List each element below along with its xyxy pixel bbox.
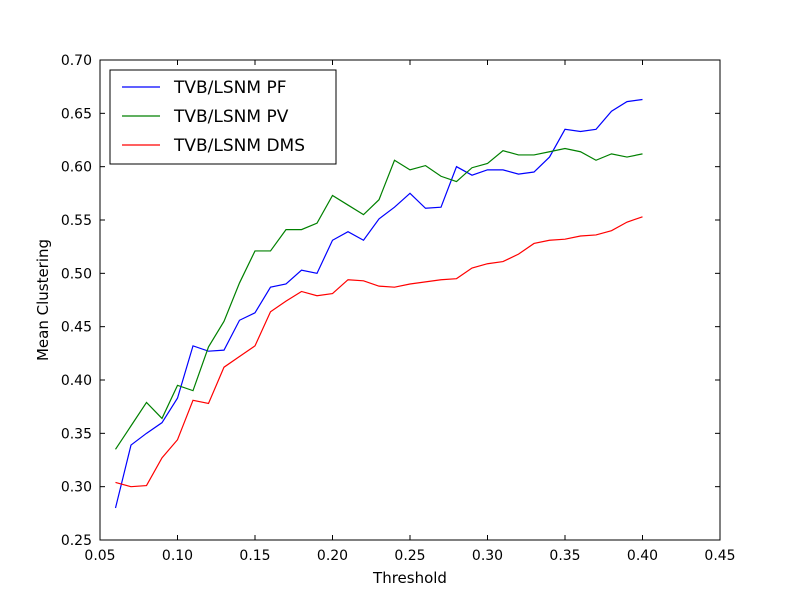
series-layer: [114, 98, 643, 509]
tick-label-layer: 0.05 0.10 0.15 0.20 0.25 0.30 0.35 0.40 0.45 0.25…: [61, 53, 736, 564]
y-tick-label: 0.45: [61, 320, 92, 336]
y-tick-label: 0.60: [61, 160, 92, 176]
y-tick-label: 0.30: [61, 480, 92, 496]
y-axis-title: Mean Clustering: [34, 239, 52, 361]
x-tick-label: 0.05: [84, 548, 115, 564]
legend-label-pv: TVB/LSNM PV: [173, 107, 289, 127]
x-tick-label: 0.35: [549, 548, 580, 564]
plot-frame: [99, 59, 721, 541]
x-tick-label: 0.15: [239, 548, 270, 564]
series-line-2: [115, 216, 643, 488]
x-tick-label: 0.25: [394, 548, 425, 564]
legend-label-dms: TVB/LSNM DMS: [173, 136, 305, 156]
x-tick-label: 0.30: [472, 548, 503, 564]
y-tick-label: 0.35: [61, 426, 92, 442]
x-tick-label: 0.45: [704, 548, 735, 564]
legend: TVB/LSNM PF TVB/LSNM PV TVB/LSNM DMS: [109, 69, 337, 165]
x-tick-label: 0.20: [317, 548, 348, 564]
x-tick-label: 0.10: [162, 548, 193, 564]
y-tick-label: 0.55: [61, 213, 92, 229]
legend-box: [109, 69, 337, 165]
y-tick-label: 0.25: [61, 533, 92, 549]
series-line-0: [114, 98, 643, 509]
y-tick-label: 0.70: [61, 53, 92, 69]
x-tick-label: 0.40: [627, 548, 658, 564]
series-line-1: [114, 147, 643, 450]
legend-label-pf: TVB/LSNM PF: [173, 78, 286, 98]
x-axis-title: Threshold: [372, 569, 447, 587]
y-tick-label: 0.40: [61, 373, 92, 389]
y-tick-label: 0.50: [61, 266, 92, 282]
y-tick-label: 0.65: [61, 106, 92, 122]
